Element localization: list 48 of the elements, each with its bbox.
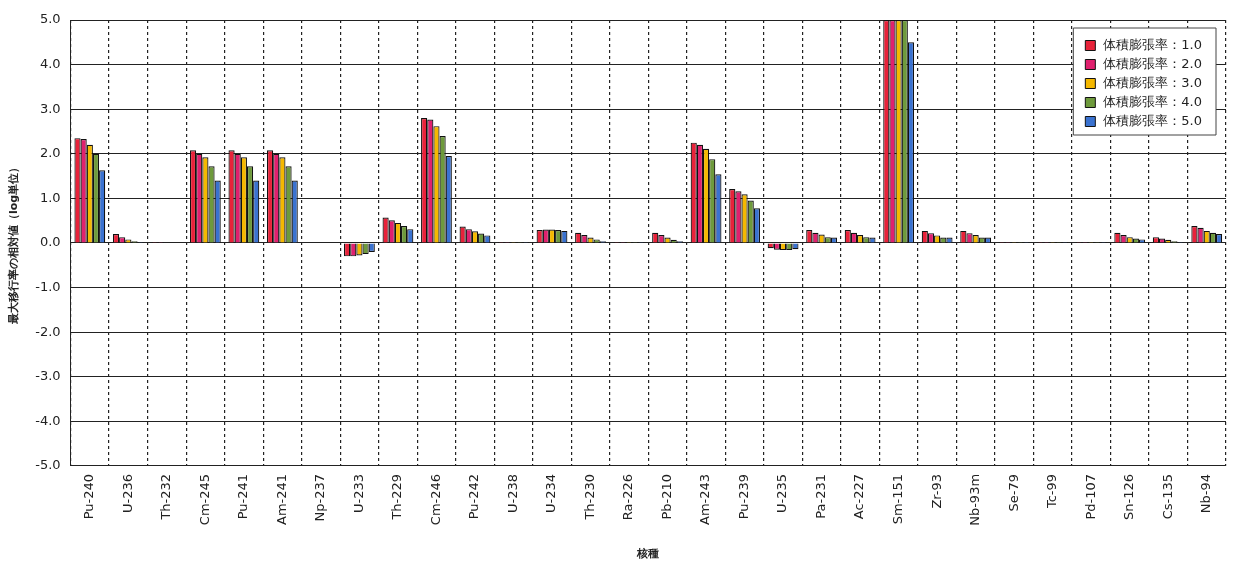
x-axis-title: 核種: [636, 547, 660, 561]
x-tick-label: U-233: [350, 473, 366, 513]
y-axis-title: 最大移行率の相対値（log単位）: [7, 161, 21, 326]
x-tick-label: U-238: [504, 473, 520, 513]
y-tick-label: 3.0: [39, 100, 61, 116]
x-tick-label: Th-232: [158, 473, 174, 521]
x-tick-label: Pu-242: [466, 473, 482, 520]
legend-label: 体積膨張率：3.0: [1103, 74, 1203, 90]
y-tick-label: -4.0: [35, 412, 61, 428]
y-tick-label: -1.0: [35, 278, 61, 294]
x-tick-label: Pb-210: [658, 473, 674, 520]
x-tick-label: Pu-241: [235, 473, 251, 520]
x-tick-label: Pd-107: [1082, 473, 1098, 520]
x-tick-label: Nb-93m: [967, 473, 983, 526]
legend-label: 体積膨張率：2.0: [1103, 55, 1203, 71]
x-tick-label: Th-229: [389, 473, 405, 521]
y-tick-label: 5.0: [39, 11, 61, 27]
y-tick-label: 0.0: [39, 234, 61, 250]
x-tick-label: U-235: [774, 473, 790, 513]
y-tick-label: 2.0: [39, 145, 61, 161]
x-tick-label: Am-241: [273, 473, 289, 525]
x-tick-label: Cm-245: [196, 473, 212, 526]
y-tick-label: 1.0: [39, 189, 61, 205]
x-tick-label: Sn-126: [1121, 473, 1137, 520]
x-tick-label: Se-79: [1005, 473, 1021, 512]
x-tick-label: Ra-226: [620, 473, 636, 521]
y-tick-label: -3.0: [35, 368, 61, 384]
y-tick-label: 4.0: [39, 55, 61, 71]
y-tick-label: -2.0: [35, 323, 61, 339]
x-tick-label: Np-237: [312, 473, 328, 522]
x-tick-label: U-234: [543, 473, 559, 513]
x-tick-label: Pu-239: [735, 473, 751, 520]
x-tick-label: Cm-246: [427, 473, 443, 526]
x-tick-label: Tc-99: [1044, 473, 1060, 510]
x-tick-label: Th-230: [581, 473, 597, 521]
x-tick-label: Zr-93: [928, 473, 944, 509]
legend-label: 体積膨張率：4.0: [1103, 93, 1203, 109]
x-tick-label: Pa-231: [812, 473, 828, 519]
x-tick-label: Nb-94: [1198, 473, 1214, 514]
legend-label: 体積膨張率：5.0: [1103, 112, 1203, 128]
x-tick-label: Cs-135: [1159, 473, 1175, 520]
x-tick-label: Am-243: [697, 473, 713, 525]
x-tick-label: Pu-240: [81, 473, 97, 520]
legend-label: 体積膨張率：1.0: [1103, 36, 1203, 52]
x-tick-label: Ac-227: [851, 473, 867, 520]
y-tick-label: -5.0: [35, 457, 61, 473]
x-tick-label: U-236: [119, 473, 135, 513]
x-tick-label: Sm-151: [890, 473, 905, 525]
